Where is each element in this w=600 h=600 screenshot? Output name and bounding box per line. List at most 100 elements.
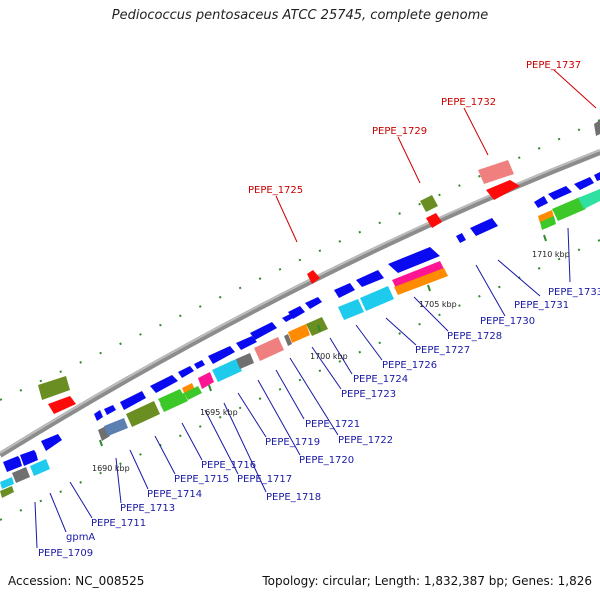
gene-arrow (104, 405, 116, 415)
gene-label: PEPE_1737 (526, 60, 581, 71)
gene-arrow (48, 396, 76, 414)
gene-block (360, 286, 394, 311)
gene-block (284, 334, 292, 346)
reverse-gene-labels: PEPE_1725 PEPE_1729 PEPE_1732 PEPE_1737 (248, 60, 581, 196)
gene-label: PEPE_1732 (441, 97, 496, 108)
gene-block (126, 401, 160, 427)
forward-leader-lines (34, 227, 571, 549)
gene-arrow (486, 180, 520, 200)
gene-arrow (150, 375, 178, 393)
gene-arrow (288, 306, 305, 319)
gene-arrow (208, 346, 235, 364)
gene-block (540, 216, 556, 230)
gene-label: PEPE_1727 (415, 345, 470, 356)
gene-arrow (3, 456, 22, 472)
gene-block (578, 189, 600, 209)
gene-block (0, 477, 14, 489)
gene-block (552, 197, 586, 221)
gene-label: PEPE_1713 (120, 503, 175, 514)
reverse-strand-genes (0, 189, 600, 498)
gene-block (394, 268, 448, 295)
gene-block (38, 376, 70, 400)
tick-label: 1700 kbp (310, 352, 348, 361)
gene-arrow (426, 213, 442, 228)
gene-label: PEPE_1722 (338, 435, 393, 446)
gene-arrow (282, 314, 293, 322)
tick-label: 1690 kbp (92, 464, 130, 473)
gene-label: PEPE_1731 (514, 300, 569, 311)
tick-label: 1705 kbp (419, 300, 457, 309)
gene-block (160, 393, 188, 412)
gene-label: PEPE_1729 (372, 126, 427, 137)
accession-text: Accession: NC_008525 (8, 574, 145, 588)
kbp-ticks (99, 234, 547, 447)
gene-label: PEPE_1720 (299, 455, 354, 466)
gene-block (182, 383, 195, 395)
gene-arrow (594, 172, 600, 181)
gene-arrow (548, 186, 572, 200)
gene-arrow (356, 270, 384, 287)
gene-arrow (307, 270, 320, 284)
gene-label: PEPE_1721 (305, 419, 360, 430)
gene-label: PEPE_1717 (237, 474, 292, 485)
gene-block (158, 389, 184, 406)
tick-label: 1695 kbp (200, 408, 238, 417)
kbp-tick-labels: 1690 kbp 1695 kbp 1700 kbp 1705 kbp 1710… (92, 250, 570, 473)
gene-label: PEPE_1715 (174, 474, 229, 485)
tick-label: 1710 kbp (532, 250, 570, 259)
gene-arrow (194, 360, 205, 369)
gene-block (392, 261, 444, 288)
outer-dotted-track (0, 119, 600, 401)
gene-label: PEPE_1709 (38, 548, 93, 559)
gene-arrow (388, 247, 440, 273)
gene-block (306, 317, 328, 336)
gene-block (12, 467, 30, 483)
gene-label: PEPE_1724 (353, 374, 408, 385)
gene-arrow (120, 391, 146, 410)
gene-label: PEPE_1725 (248, 185, 303, 196)
gene-arrow (94, 410, 103, 421)
gene-arrow (41, 434, 62, 451)
gene-block (30, 459, 50, 476)
forward-gene-labels: PEPE_1709 gpmA PEPE_1711 PEPE_1713 PEPE_… (38, 287, 600, 559)
gene-label: PEPE_1714 (147, 489, 202, 500)
gene-block (104, 418, 128, 436)
gene-block (420, 195, 438, 212)
gene-block (212, 359, 242, 382)
genome-summary-text: Topology: circular; Length: 1,832,387 bp… (262, 574, 592, 588)
gene-block (0, 486, 14, 498)
gene-arrow (250, 322, 277, 340)
gene-label: PEPE_1728 (447, 331, 502, 342)
gene-block (538, 210, 554, 223)
gene-label: PEPE_1726 (382, 360, 437, 371)
gene-block (236, 353, 254, 369)
gene-arrow (236, 336, 257, 350)
gene-label: PEPE_1718 (266, 492, 321, 503)
gene-arrow (20, 450, 38, 466)
gene-arrow (305, 297, 322, 309)
gene-block (184, 386, 202, 400)
gene-arrow (178, 366, 194, 378)
gene-label: PEPE_1719 (265, 437, 320, 448)
gene-arrow (574, 177, 594, 190)
forward-strand-genes (3, 172, 600, 472)
gene-label: PEPE_1711 (91, 518, 146, 529)
gene-block (254, 337, 284, 361)
outer-genes (38, 120, 600, 414)
gene-label: PEPE_1716 (201, 460, 256, 471)
gene-label: gpmA (66, 532, 95, 543)
gene-arrow (334, 283, 355, 298)
reverse-leader-lines (275, 69, 597, 243)
gene-block (198, 372, 214, 389)
gene-label: PEPE_1733 (548, 287, 600, 298)
gene-arrow (534, 196, 548, 208)
gene-arrow (456, 233, 466, 243)
gene-arrow (470, 218, 498, 236)
gene-label: PEPE_1730 (480, 316, 535, 327)
gene-block (478, 160, 514, 184)
gene-block (338, 299, 364, 320)
gene-block (594, 120, 600, 136)
figure-title: Pediococcus pentosaceus ATCC 25745, comp… (111, 8, 489, 23)
gene-label: PEPE_1723 (341, 389, 396, 400)
